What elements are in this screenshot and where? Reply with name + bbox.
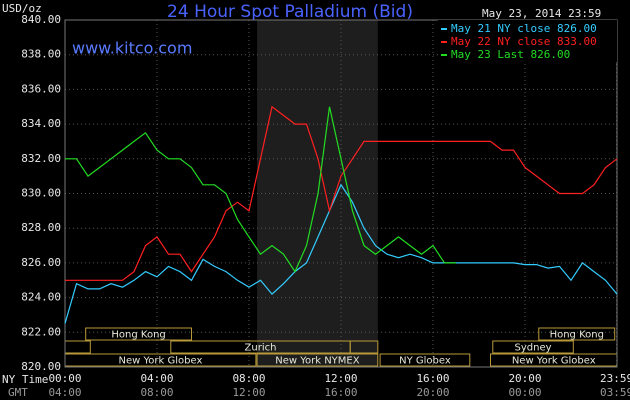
y-tick-label: 820.00 bbox=[21, 360, 61, 373]
session-box bbox=[85, 327, 192, 341]
y-tick-label: 830.00 bbox=[21, 187, 61, 200]
y-tick-label: 826.00 bbox=[21, 256, 61, 269]
x-tick-label: 23:59 bbox=[600, 372, 630, 385]
legend-label: May 21 NY close 826.00 bbox=[451, 22, 597, 35]
series-line bbox=[65, 106, 456, 273]
session-label: NY Globex bbox=[399, 356, 451, 367]
session-box bbox=[170, 340, 351, 354]
y-tick-label: 834.00 bbox=[21, 117, 61, 130]
site-label: www.kitco.com bbox=[72, 39, 192, 58]
session-label: Hong Kong bbox=[111, 330, 165, 341]
session-label: New York Globex bbox=[119, 356, 203, 367]
x-tick-label: 04:00 bbox=[140, 372, 173, 385]
series-line bbox=[65, 105, 618, 281]
x-tick-label: 08:00 bbox=[232, 372, 265, 385]
y-tick-label: 840.00 bbox=[21, 13, 61, 26]
chart-title: 24 Hour Spot Palladium (Bid) bbox=[167, 2, 413, 22]
session-box bbox=[64, 340, 91, 354]
x2-tick-label: 12:00 bbox=[232, 386, 265, 399]
x2-tick-label: 00:00 bbox=[508, 386, 541, 399]
y-tick-label: 838.00 bbox=[21, 48, 61, 61]
legend-label: May 23 Last 826.00 bbox=[451, 48, 570, 61]
plot-frame bbox=[64, 19, 618, 368]
x2-tick-label: 04:00 bbox=[48, 386, 81, 399]
legend-box bbox=[438, 20, 617, 62]
session-label: Zurich bbox=[245, 343, 277, 354]
session-box bbox=[492, 340, 574, 354]
session-label: New York NYMEX bbox=[275, 356, 360, 367]
x2-tick-label: 16:00 bbox=[324, 386, 357, 399]
session-label: Hong Kong bbox=[550, 330, 604, 341]
x-axis-label: NY Time bbox=[2, 373, 48, 386]
x-tick-label: 16:00 bbox=[416, 372, 449, 385]
timestamp: May 23, 2014 23:59 bbox=[482, 7, 601, 20]
x-tick-label: 12:00 bbox=[324, 372, 357, 385]
x2-tick-label: 20:00 bbox=[416, 386, 449, 399]
y-tick-label: 824.00 bbox=[21, 291, 61, 304]
session-label: Sydney bbox=[515, 343, 552, 354]
series-line bbox=[64, 183, 618, 324]
x-tick-label: 20:00 bbox=[508, 372, 541, 385]
y-tick-label: 832.00 bbox=[21, 152, 61, 165]
session-label: New York Globex bbox=[512, 356, 596, 367]
x2-axis-label: GMT bbox=[8, 386, 28, 399]
x-tick-label: 00:00 bbox=[48, 372, 81, 385]
session-box bbox=[379, 353, 471, 367]
y-tick-label: 836.00 bbox=[21, 82, 61, 95]
y-tick-label: 828.00 bbox=[21, 221, 61, 234]
x2-tick-label: 08:00 bbox=[140, 386, 173, 399]
y-tick-label: 822.00 bbox=[21, 325, 61, 338]
session-box bbox=[256, 353, 379, 367]
x2-tick-label: 03:59 bbox=[600, 386, 630, 399]
legend-label: May 22 NY close 833.00 bbox=[451, 35, 597, 48]
y-axis-label: USD/oz bbox=[2, 2, 42, 15]
session-box bbox=[538, 327, 616, 341]
